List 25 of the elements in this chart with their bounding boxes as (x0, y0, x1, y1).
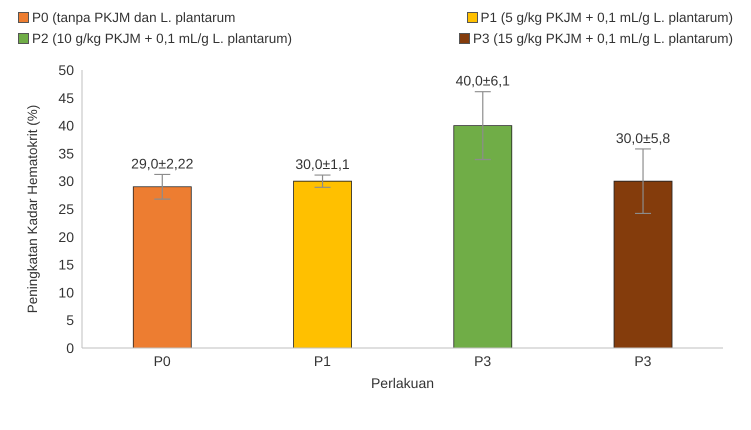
y-tick-label: 25 (58, 200, 74, 217)
y-tick-label: 45 (58, 90, 74, 106)
y-tick-label: 15 (58, 256, 74, 273)
y-tick-label: 0 (66, 340, 74, 356)
x-tick-label: P0 (154, 352, 171, 369)
x-axis-title: Perlakuan (370, 375, 434, 391)
data-label: 40,0±6,1 (456, 72, 510, 89)
legend-label: P3 (15 g/kg PKJM + 0,1 mL/g L. plantarum) (472, 31, 733, 46)
x-tick-label: P1 (314, 352, 332, 369)
legend-label: P1 (5 g/kg PKJM + 0,1 mL/g L. plantarum) (480, 10, 733, 25)
legend-label: P2 (10 g/kg PKJM + 0,1 mL/g L. plantarum) (32, 31, 292, 46)
y-tick-label: 50 (58, 62, 74, 78)
legend-label: P0 (tanpa PKJM dan L. plantarum (32, 10, 236, 25)
y-tick-label: 40 (58, 118, 74, 134)
data-label: 30,0±5,8 (616, 130, 670, 146)
data-label: 30,0±1,1 (295, 156, 350, 172)
y-tick-label: 20 (58, 228, 74, 245)
y-tick-label: 35 (58, 145, 74, 162)
x-tick-label: P3 (474, 352, 492, 369)
y-axis-title: Peningkatan Kadar Hematokrit (%) (24, 104, 40, 314)
data-label: 29,0±2,22 (131, 155, 194, 172)
x-tick-label: P3 (634, 352, 652, 369)
y-tick-label: 10 (58, 284, 74, 300)
y-tick-label: 30 (58, 173, 74, 190)
y-tick-label: 5 (66, 312, 74, 328)
